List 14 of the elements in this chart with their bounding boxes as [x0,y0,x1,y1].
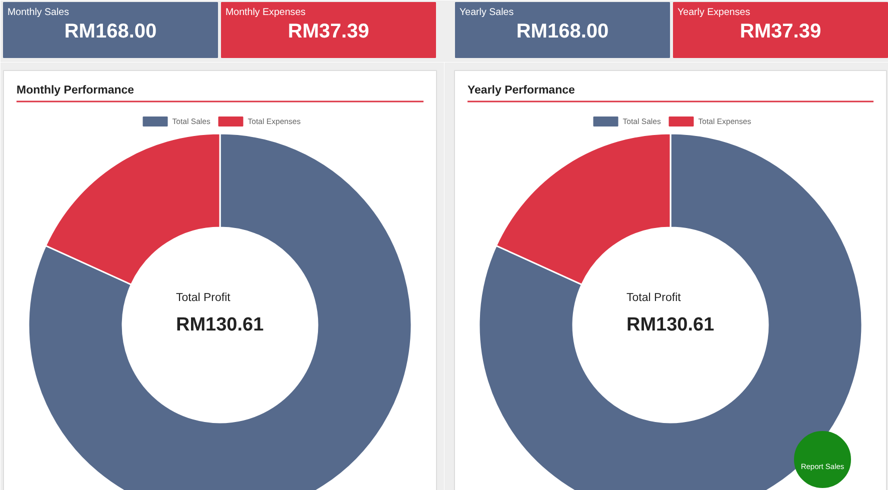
category-label: Monthly Expenses [226,7,306,18]
text: RM37.39 [288,20,370,42]
category-label: Monthly Sales [8,7,70,18]
text: Total Profit [626,292,682,304]
chart-title: Monthly Performance [16,84,134,96]
text: RM168.00 [516,20,609,42]
text: RM130.61 [176,314,264,336]
text: RM130.61 [626,314,715,336]
text: RM37.39 [740,20,822,42]
text: Total Profit [176,292,232,304]
text: RM168.00 [64,20,157,42]
chart-title: Yearly Performance [468,84,575,96]
category-label: Yearly Sales [460,7,514,18]
category-label: Yearly Expenses [678,7,750,18]
